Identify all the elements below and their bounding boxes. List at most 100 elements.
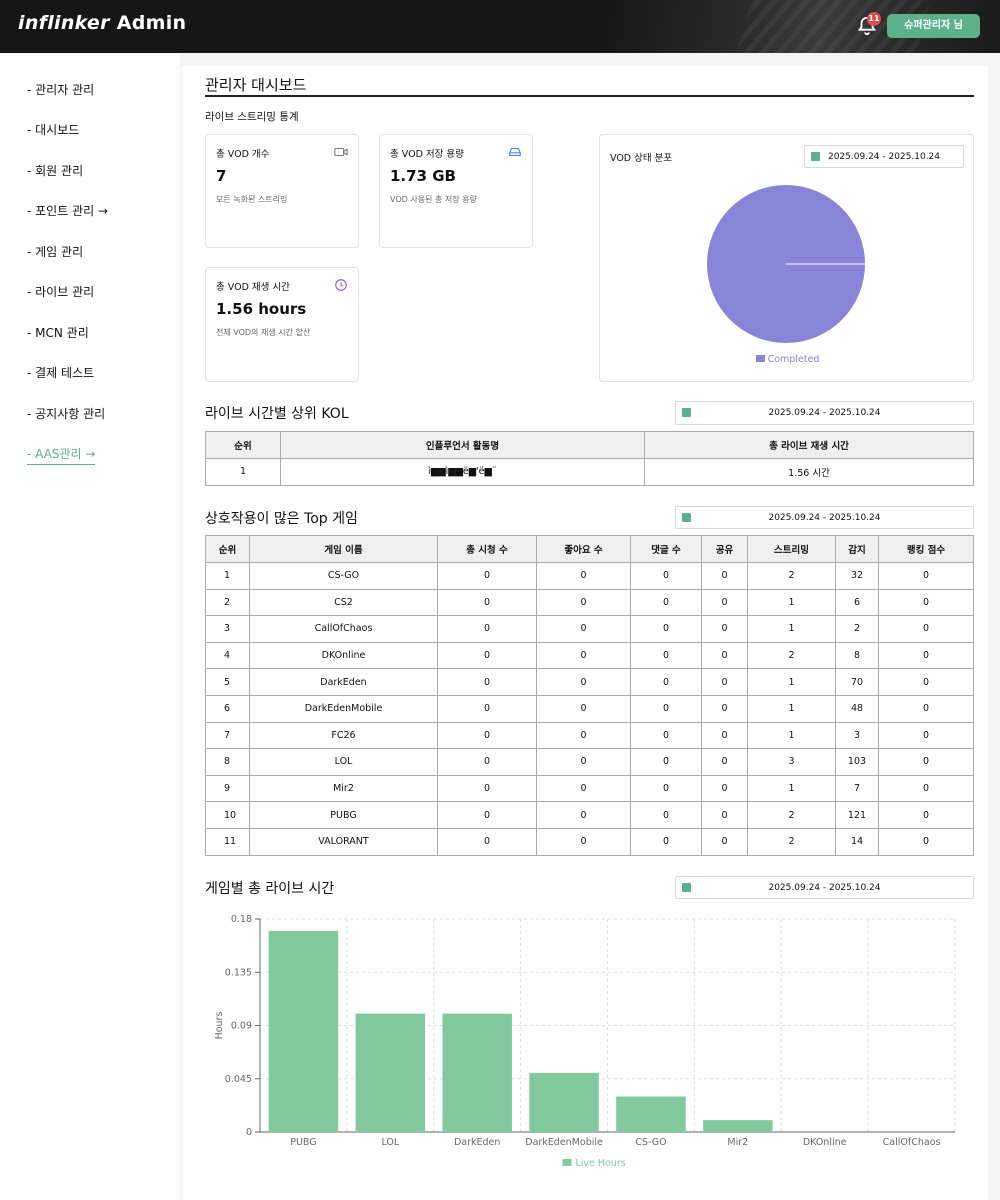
sidebar-item-points[interactable]: - 포인트 관리 → bbox=[27, 204, 109, 218]
cell-views: 0 bbox=[437, 748, 537, 776]
calendar-icon bbox=[811, 151, 820, 161]
cell-comments: 0 bbox=[630, 748, 702, 776]
cell-shares: 0 bbox=[701, 588, 748, 617]
brand[interactable]: inflinker Admin bbox=[18, 12, 186, 34]
user-menu-button[interactable]: 슈퍼관리자 님 bbox=[887, 14, 980, 38]
cell-shares: 0 bbox=[701, 827, 748, 856]
cell-streams: 1 bbox=[747, 694, 836, 723]
cell-detect: 121 bbox=[835, 801, 879, 829]
cell-detect: 70 bbox=[835, 668, 879, 696]
cell-ranking-score: 0 bbox=[878, 641, 974, 670]
cell-game-name: CallOfChaos bbox=[249, 615, 438, 643]
cell-rank: 9 bbox=[205, 774, 250, 803]
sidebar-item-payment-test[interactable]: - 결제 테스트 bbox=[27, 366, 95, 380]
video-icon bbox=[334, 147, 348, 157]
y-tick-label: 0.045 bbox=[225, 1074, 252, 1085]
table-row[interactable]: 8 LOL 0 0 0 0 3 103 0 bbox=[205, 748, 974, 776]
x-tick-label: CallOfChaos bbox=[883, 1137, 941, 1148]
table-row[interactable]: 5 DarkEden 0 0 0 0 1 70 0 bbox=[205, 668, 974, 696]
x-tick-label: DarkEdenMobile bbox=[525, 1137, 603, 1148]
cell-detect: 2 bbox=[835, 615, 879, 643]
cell-views: 0 bbox=[437, 615, 537, 643]
cell-game-name: CS-GO bbox=[249, 562, 438, 590]
cell-likes: 0 bbox=[536, 801, 631, 829]
col-total-live-time: 총 라이브 재생 시간 bbox=[644, 431, 974, 459]
cell-detect: 8 bbox=[835, 641, 879, 670]
cell-views: 0 bbox=[437, 801, 537, 829]
cell-shares: 0 bbox=[701, 562, 748, 590]
table-row[interactable]: 4 DKOnline 0 0 0 0 2 8 0 bbox=[205, 641, 974, 670]
clock-icon bbox=[335, 279, 347, 291]
stat-label: 총 VOD 개수 bbox=[216, 149, 270, 160]
cell-comments: 0 bbox=[630, 668, 702, 696]
sidebar-item-mcn[interactable]: - MCN 관리 bbox=[27, 326, 89, 340]
table-row[interactable]: 6 DarkEdenMobile 0 0 0 0 1 48 0 bbox=[205, 694, 974, 723]
calendar-icon bbox=[682, 408, 691, 417]
pie-date-picker[interactable]: 2025.09.24 - 2025.10.24 bbox=[804, 145, 964, 168]
bar-darkedenmobile bbox=[529, 1072, 599, 1132]
cell-rank: 2 bbox=[205, 588, 250, 617]
table-row[interactable]: 2 CS2 0 0 0 0 1 6 0 bbox=[205, 588, 974, 617]
table-row[interactable]: 9 Mir2 0 0 0 0 1 7 0 bbox=[205, 774, 974, 803]
cell-game-name: CS2 bbox=[249, 588, 438, 617]
notification-badge: 11 bbox=[867, 12, 881, 26]
sidebar-item-aas[interactable]: - AAS관리 → bbox=[27, 445, 96, 465]
table-row[interactable]: 10 PUBG 0 0 0 0 2 121 0 bbox=[205, 801, 974, 829]
cell-shares: 0 bbox=[701, 748, 748, 776]
live-chart-title: 게임별 총 라이브 시간 bbox=[205, 881, 335, 897]
cell-rank: 1 bbox=[205, 562, 250, 590]
cell-likes: 0 bbox=[536, 748, 631, 776]
table-row[interactable]: 11 VALORANT 0 0 0 0 2 14 0 bbox=[205, 827, 974, 856]
cell-ranking-score: 0 bbox=[878, 827, 974, 856]
cell-comments: 0 bbox=[630, 774, 702, 803]
live-chart-date-picker[interactable]: 2025.09.24 - 2025.10.24 bbox=[675, 876, 974, 899]
cell-shares: 0 bbox=[701, 801, 748, 829]
cell-influencer: ì▆▆ì▆▆ë▆'ë▆¨ bbox=[280, 458, 645, 486]
cell-detect: 3 bbox=[835, 721, 879, 750]
stat-value: 1.56 hours bbox=[216, 300, 307, 318]
cell-detect: 48 bbox=[835, 694, 879, 723]
cell-streams: 1 bbox=[747, 615, 836, 643]
cell-detect: 32 bbox=[835, 562, 879, 590]
vod-status-label: VOD 상태 분포 bbox=[610, 153, 673, 164]
bar-mir2 bbox=[703, 1120, 773, 1132]
cell-ranking-score: 0 bbox=[878, 748, 974, 776]
y-tick-label: 0.18 bbox=[231, 914, 252, 925]
sidebar-item-notices[interactable]: - 공지사항 관리 bbox=[27, 407, 106, 421]
sidebar-item-live[interactable]: - 라이브 관리 bbox=[27, 285, 95, 299]
col-streams: 스트리밍 bbox=[747, 535, 836, 563]
kol-date-picker[interactable]: 2025.09.24 - 2025.10.24 bbox=[675, 401, 974, 425]
col-rank: 순위 bbox=[205, 535, 250, 563]
table-row[interactable]: 3 CallOfChaos 0 0 0 0 1 2 0 bbox=[205, 615, 974, 643]
table-row[interactable]: 1 CS-GO 0 0 0 0 2 32 0 bbox=[205, 562, 974, 590]
games-table: 순위 게임 이름 총 시청 수 좋아요 수 댓글 수 공유 스트리밍 감지 랭킹… bbox=[205, 535, 974, 856]
cell-likes: 0 bbox=[536, 694, 631, 723]
table-row[interactable]: 7 FC26 0 0 0 0 1 3 0 bbox=[205, 721, 974, 750]
sidebar-item-dashboard[interactable]: - 대시보드 bbox=[27, 123, 80, 137]
cell-ranking-score: 0 bbox=[878, 694, 974, 723]
col-comments: 댓글 수 bbox=[630, 535, 702, 563]
x-tick-label: DarkEden bbox=[454, 1137, 500, 1148]
pie-legend: Completed bbox=[600, 354, 975, 365]
col-rank: 순위 bbox=[205, 431, 281, 459]
cell-likes: 0 bbox=[536, 721, 631, 750]
col-detect: 감지 bbox=[835, 535, 879, 563]
table-header-row: 순위 게임 이름 총 시청 수 좋아요 수 댓글 수 공유 스트리밍 감지 랭킹… bbox=[205, 535, 974, 563]
cell-streams: 1 bbox=[747, 721, 836, 750]
cell-rank: 7 bbox=[205, 721, 250, 750]
games-date-picker[interactable]: 2025.09.24 - 2025.10.24 bbox=[675, 506, 974, 529]
cell-ranking-score: 0 bbox=[878, 562, 974, 590]
stat-description: VOD 사용된 총 저장 용량 bbox=[390, 195, 477, 204]
col-game-name: 게임 이름 bbox=[249, 535, 438, 563]
games-section-title: 상호작용이 많은 Top 게임 bbox=[205, 511, 358, 527]
cell-views: 0 bbox=[437, 588, 537, 617]
table-header-row: 순위 인플루언서 활동명 총 라이브 재생 시간 bbox=[205, 431, 974, 459]
table-row[interactable]: 1 ì▆▆ì▆▆ë▆'ë▆¨ 1.56 시간 bbox=[205, 458, 974, 486]
sidebar-item-members[interactable]: - 회원 관리 bbox=[27, 164, 84, 178]
cell-streams: 2 bbox=[747, 641, 836, 670]
bar-cs-go bbox=[616, 1096, 686, 1132]
sidebar-item-games[interactable]: - 게임 관리 bbox=[27, 245, 84, 259]
vod-status-card: VOD 상태 분포 2025.09.24 - 2025.10.24 Comple… bbox=[599, 134, 974, 382]
sidebar-item-admin-management[interactable]: - 관리자 관리 bbox=[27, 83, 95, 97]
col-influencer: 인플루언서 활동명 bbox=[280, 431, 645, 459]
